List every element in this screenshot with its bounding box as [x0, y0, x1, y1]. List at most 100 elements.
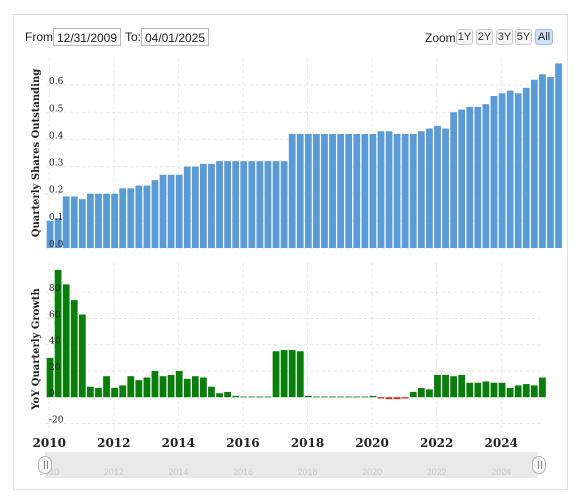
shares-bar: [539, 74, 546, 249]
x-tick-label: 2014: [162, 436, 195, 450]
shares-bar: [434, 125, 441, 248]
growth-bar: [393, 397, 401, 400]
navigator-tick-label: 2014: [168, 467, 189, 477]
growth-bar: [337, 396, 345, 398]
shares-bar: [62, 196, 70, 248]
growth-bar: [191, 376, 199, 398]
x-tick-label: 2018: [291, 436, 324, 450]
growth-bar: [62, 284, 70, 398]
growth-bar: [167, 374, 175, 398]
navigator-tick-label: 2012: [103, 467, 124, 477]
growth-bar: [135, 380, 143, 398]
growth-bar: [377, 397, 385, 399]
shares-bar: [555, 63, 562, 248]
x-tick-label: 2012: [97, 436, 130, 450]
shares-bar: [78, 199, 86, 248]
growth-bar: [127, 376, 135, 398]
shares-bar: [393, 134, 401, 248]
zoom-5y-button[interactable]: 5Y: [515, 29, 532, 45]
shares-bar: [191, 166, 199, 248]
range-navigator[interactable]: [45, 452, 538, 478]
growth-bar: [288, 349, 296, 398]
shares-y-axis-title: Quarterly Shares Outstanding: [31, 69, 42, 237]
shares-y-tick-label: 0.4: [49, 131, 64, 141]
shares-bar: [87, 193, 94, 248]
growth-bar: [70, 300, 78, 398]
shares-bar: [482, 104, 490, 249]
from-label: From:: [25, 30, 57, 44]
growth-bar: [522, 384, 530, 398]
zoom-all-button[interactable]: All: [535, 29, 553, 45]
to-date-input[interactable]: 04/01/2025: [141, 28, 209, 46]
growth-bar: [409, 391, 417, 398]
growth-bar: [151, 370, 159, 398]
growth-bar: [232, 395, 240, 398]
growth-bar: [280, 349, 288, 398]
growth-bar: [514, 385, 522, 398]
zoom-1y-button[interactable]: 1Y: [456, 29, 473, 45]
shares-bars: [46, 63, 562, 249]
navigator-right-handle[interactable]: [532, 456, 546, 474]
growth-bar: [474, 382, 482, 398]
shares-y-tick-label: 0.5: [49, 104, 64, 114]
zoom-2y-button[interactable]: 2Y: [476, 29, 493, 45]
growth-y-tick-label: 20: [49, 363, 61, 373]
shares-bar: [95, 193, 102, 248]
growth-bar: [272, 351, 280, 398]
shares-bar: [401, 134, 409, 248]
shares-bar: [224, 161, 232, 248]
growth-bar: [95, 388, 102, 398]
growth-bar: [498, 382, 506, 398]
shares-bar: [313, 134, 320, 248]
shares-bar: [514, 93, 522, 249]
shares-bar: [442, 128, 449, 248]
shares-bar: [296, 134, 304, 248]
growth-bar: [183, 378, 191, 398]
growth-bar: [46, 357, 54, 398]
shares-bar: [159, 174, 167, 248]
shares-bar: [200, 163, 207, 248]
growth-bar: [103, 376, 110, 398]
growth-bar: [111, 388, 119, 398]
navigator-tick-label: 2020: [362, 467, 383, 477]
shares-bar: [143, 185, 151, 248]
shares-y-tick-label: 0.3: [49, 159, 64, 169]
shares-bar: [103, 193, 110, 248]
x-tick-label: 2016: [226, 436, 259, 450]
growth-bar: [385, 397, 393, 400]
shares-bar: [272, 161, 280, 248]
navigator-tick-label: 2022: [426, 467, 447, 477]
shares-bar: [417, 131, 425, 248]
growth-bar: [434, 374, 441, 398]
shares-bar: [127, 188, 135, 248]
navigator-left-handle[interactable]: [38, 456, 52, 474]
growth-bar: [442, 374, 449, 398]
shares-bar: [385, 131, 393, 248]
growth-y-tick-label: 60: [49, 310, 61, 320]
growth-bar: [401, 397, 409, 399]
growth-bar: [345, 396, 353, 398]
growth-bar: [264, 396, 272, 398]
growth-bar: [369, 395, 377, 398]
growth-bar: [313, 396, 320, 398]
growth-bar: [353, 396, 361, 398]
growth-bar: [175, 370, 183, 398]
shares-bar: [547, 77, 554, 248]
growth-bar: [143, 377, 151, 398]
shares-bar: [353, 134, 361, 248]
growth-bar: [417, 388, 425, 398]
x-tick-label: 2010: [33, 436, 66, 450]
shares-bar: [256, 161, 264, 248]
zoom-3y-button[interactable]: 3Y: [496, 29, 513, 45]
growth-bar: [256, 396, 264, 398]
growth-bar: [200, 377, 207, 398]
from-date-input[interactable]: 12/31/2009: [53, 28, 121, 46]
shares-bar: [498, 93, 506, 249]
shares-bar: [240, 161, 248, 248]
growth-bar: [159, 376, 167, 398]
growth-bar: [224, 391, 232, 398]
shares-bar: [409, 134, 417, 248]
shares-y-tick-label: 0.0: [49, 240, 64, 250]
shares-bar: [506, 90, 514, 248]
